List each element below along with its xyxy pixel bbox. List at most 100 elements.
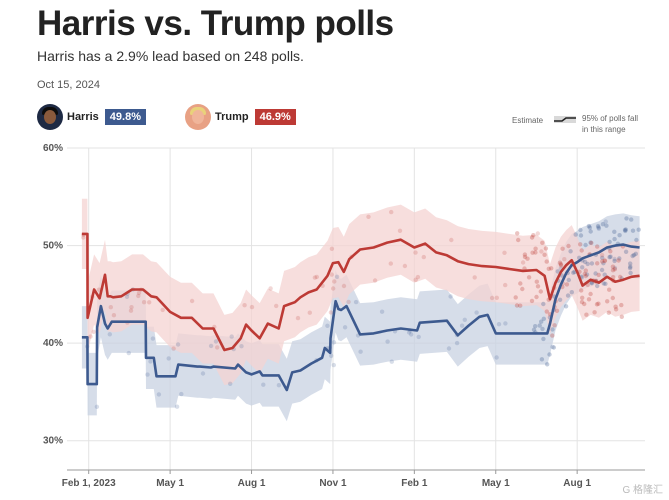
poll-dot-harris xyxy=(503,321,508,326)
poll-dot-harris xyxy=(585,261,590,267)
poll-dot-trump xyxy=(128,308,134,313)
poll-dot-harris xyxy=(148,359,153,364)
poll-dot-trump xyxy=(449,237,454,243)
poll-dot-trump xyxy=(616,258,621,263)
poll-dot-trump xyxy=(610,295,615,301)
poll-dot-harris xyxy=(175,342,181,347)
poll-dot-trump xyxy=(529,298,535,304)
poll-dot-harris xyxy=(580,265,585,270)
poll-dot-trump xyxy=(582,271,587,277)
poll-dot-harris xyxy=(550,327,555,332)
poll-dot-trump xyxy=(413,250,418,255)
poll-dot-harris xyxy=(589,261,595,266)
candidate-value-harris: 49.8% xyxy=(104,109,146,125)
page-title: Harris vs. Trump polls xyxy=(37,4,394,43)
poll-dot-trump xyxy=(421,254,426,260)
poll-dot-trump xyxy=(518,303,523,308)
legend-range-label: 95% of polls fall in this range xyxy=(582,113,638,135)
poll-dot-trump xyxy=(136,290,142,296)
poll-dot-harris xyxy=(107,332,113,337)
poll-dot-trump xyxy=(558,263,564,268)
poll-dot-trump xyxy=(552,323,557,328)
poll-dot-trump xyxy=(579,248,584,253)
poll-dot-trump xyxy=(413,277,418,282)
poll-dot-harris xyxy=(331,340,337,345)
x-tick-label: Feb 1 xyxy=(401,478,428,489)
poll-dot-trump xyxy=(332,279,337,284)
x-tick-label: May 1 xyxy=(482,478,510,489)
poll-dot-harris xyxy=(595,283,600,289)
poll-dot-trump xyxy=(274,303,279,309)
poll-dot-harris xyxy=(624,216,629,221)
poll-dot-harris xyxy=(494,355,499,360)
poll-dot-trump xyxy=(108,305,114,310)
poll-dot-harris xyxy=(229,334,234,339)
poll-dot-trump xyxy=(522,254,528,260)
poll-dot-harris xyxy=(541,336,546,342)
poll-dot-trump xyxy=(613,307,619,312)
poll-dot-harris xyxy=(545,362,550,367)
legend-range-line-1: 95% of polls fall xyxy=(582,114,639,123)
poll-dot-trump xyxy=(557,260,563,265)
poll-dot-harris xyxy=(454,340,460,346)
poll-dot-trump xyxy=(613,304,618,309)
poll-dot-harris xyxy=(448,294,453,299)
poll-dot-trump xyxy=(533,246,538,251)
poll-dot-harris xyxy=(551,345,556,350)
x-tick-label: May 1 xyxy=(156,478,184,489)
poll-dot-harris xyxy=(496,322,502,327)
poll-dot-trump xyxy=(329,246,335,251)
poll-dot-harris xyxy=(565,293,571,298)
poll-dot-trump xyxy=(605,299,610,304)
poll-dot-harris xyxy=(595,223,601,229)
poll-dot-harris xyxy=(600,222,606,227)
poll-dot-harris xyxy=(612,265,618,271)
poll-dot-trump xyxy=(518,281,523,286)
line-trump xyxy=(81,232,640,352)
poll-dot-harris xyxy=(331,362,336,368)
poll-dot-trump xyxy=(494,295,499,300)
poll-dot-harris xyxy=(563,304,569,309)
poll-dot-harris xyxy=(589,281,594,286)
poll-dot-harris xyxy=(200,371,206,376)
poll-dot-trump xyxy=(397,228,403,233)
poll-dot-harris xyxy=(156,392,162,397)
candidate-name-trump: Trump xyxy=(215,111,249,123)
poll-dot-harris xyxy=(228,381,233,386)
poll-dot-trump xyxy=(346,299,351,305)
legend-band-icon xyxy=(554,116,576,123)
poll-dot-harris xyxy=(617,233,622,238)
poll-dot-harris xyxy=(537,323,542,328)
poll-dot-trump xyxy=(88,334,93,339)
poll-dot-trump xyxy=(540,240,545,245)
poll-dot-harris xyxy=(628,270,633,276)
poll-dot-harris xyxy=(612,256,617,262)
poll-dot-harris xyxy=(627,265,633,271)
poll-dot-harris xyxy=(593,271,598,276)
poll-dot-harris xyxy=(623,227,628,232)
poll-dot-trump xyxy=(617,274,623,280)
poll-dot-harris xyxy=(539,319,544,324)
poll-dot-trump xyxy=(579,288,584,293)
poll-dot-trump xyxy=(610,268,616,273)
poll-dot-trump xyxy=(539,249,544,254)
poll-dot-harris xyxy=(94,404,100,409)
poll-dot-harris xyxy=(213,339,219,344)
poll-dot-trump xyxy=(580,295,585,300)
poll-dot-harris xyxy=(124,294,130,299)
poll-dot-trump xyxy=(215,345,220,350)
poll-dot-harris xyxy=(446,346,452,351)
poll-dot-harris xyxy=(603,281,608,286)
poll-dot-trump xyxy=(525,256,530,261)
poll-dot-harris xyxy=(459,323,465,328)
poll-dot-harris xyxy=(634,237,639,243)
poll-dot-trump xyxy=(295,315,301,321)
poll-dot-harris xyxy=(208,343,214,349)
poll-dot-trump xyxy=(594,302,600,307)
poll-dot-harris xyxy=(571,270,576,275)
poll-dot-trump xyxy=(329,272,334,277)
legend-range-line-2: in this range xyxy=(582,125,626,134)
poll-dot-trump xyxy=(502,250,507,255)
poll-dot-harris xyxy=(588,240,593,245)
